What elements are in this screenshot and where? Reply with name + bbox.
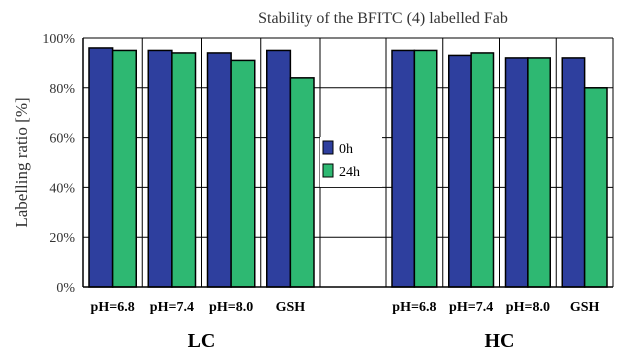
bar-24h-4 xyxy=(289,77,315,288)
bar-0h-7 xyxy=(504,57,529,288)
bar-24h-3 xyxy=(230,59,256,288)
bar-24h-5 xyxy=(413,49,438,288)
y-tick-label: 20% xyxy=(49,231,75,246)
x-tick-label: pH=6.8 xyxy=(392,300,436,315)
legend: 0h 24h xyxy=(320,137,382,187)
bar-24h-7 xyxy=(527,57,551,288)
y-tick-label: 60% xyxy=(49,132,75,147)
x-tick-label: pH=6.8 xyxy=(91,300,135,315)
x-tick-label: pH=7.4 xyxy=(150,300,194,315)
x-tick-label: pH=8.0 xyxy=(506,300,550,315)
bar-0h-8 xyxy=(561,57,586,288)
legend-label-0h: 0h xyxy=(339,142,353,157)
legend-label-24h: 24h xyxy=(339,165,360,180)
bar-0h-2 xyxy=(147,49,173,288)
legend-swatch-24h xyxy=(322,163,334,178)
bar-0h-6 xyxy=(448,54,472,288)
chart-title: Stability of the BFITC (4) labelled Fab xyxy=(258,10,508,27)
x-tick-label: GSH xyxy=(276,300,306,315)
x-tick-label: GSH xyxy=(570,300,600,315)
bar-0h-1 xyxy=(88,47,114,288)
y-tick-label: 40% xyxy=(49,181,75,196)
bar-24h-8 xyxy=(583,87,608,288)
group-label-lc: LC xyxy=(188,330,216,352)
y-axis-label: Labelling ratio [%] xyxy=(12,97,31,227)
axes: 0% 20% 40% 60% 80% 100% pH=6.8 pH=7.4 pH=8.0 GSH p… xyxy=(42,32,613,352)
bar-24h-2 xyxy=(171,52,197,288)
x-tick-label: pH=8.0 xyxy=(209,300,253,315)
legend-swatch-0h xyxy=(322,140,334,155)
bar-0h-4 xyxy=(266,49,292,288)
bar-0h-3 xyxy=(206,52,232,288)
y-tick-label: 80% xyxy=(49,82,75,97)
bar-0h-5 xyxy=(391,49,416,288)
bar-24h-1 xyxy=(111,49,137,288)
bar-24h-6 xyxy=(470,52,495,288)
y-tick-label: 0% xyxy=(56,281,75,296)
x-tick-label: pH=7.4 xyxy=(449,300,493,315)
group-label-hc: HC xyxy=(485,330,515,352)
y-tick-label: 100% xyxy=(42,32,75,47)
